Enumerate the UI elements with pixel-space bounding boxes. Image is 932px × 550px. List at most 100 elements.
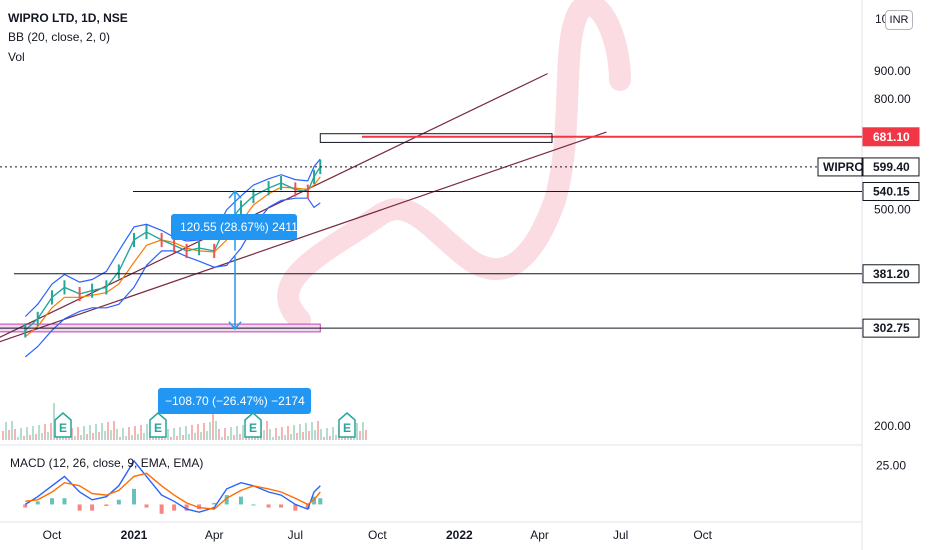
volume-bar (356, 423, 358, 440)
volume-bar (137, 434, 139, 440)
volume-bar (77, 427, 79, 440)
volume-bar (140, 425, 142, 440)
volume-bar (221, 437, 223, 440)
volume-bar (323, 437, 325, 440)
trend-channel-upper (0, 73, 548, 338)
y-tick-label: 200.00 (874, 419, 911, 433)
macd-histogram-bar (184, 504, 189, 511)
currency-button[interactable]: INR (885, 10, 913, 30)
macd-histogram-bar (90, 504, 95, 511)
volume-bar (224, 428, 226, 440)
up-measure-label-box (171, 214, 297, 240)
volume-bar (134, 426, 136, 440)
x-tick-label: 2021 (121, 528, 148, 542)
volume-bar (26, 427, 28, 440)
macd-histogram-bar (318, 498, 323, 505)
volume-bar (314, 430, 316, 440)
chart-title: WIPRO LTD, 1D, NSE (8, 11, 128, 25)
volume-bar (101, 423, 103, 440)
volume-bar (197, 424, 199, 440)
price-series-line (24, 166, 321, 331)
volume-bar (116, 429, 118, 440)
volume-bar (275, 428, 277, 440)
volume-bar (53, 403, 55, 440)
macd-histogram-bar (144, 504, 149, 508)
macd-histogram-bar (212, 502, 217, 505)
volume-bar (95, 424, 97, 440)
volume-bar (68, 437, 70, 440)
volume-bar (29, 435, 31, 440)
volume-bar (191, 425, 193, 440)
volume-bar (80, 435, 82, 440)
volume-bar (299, 424, 301, 440)
volume-bar (290, 434, 292, 440)
volume-bar (92, 433, 94, 440)
volume-bar (239, 434, 241, 440)
volume-bar (167, 429, 169, 440)
bollinger-bands-legend[interactable]: BB (20, close, 2, 0) (8, 30, 111, 44)
symbol-label-box (817, 157, 863, 177)
volume-bar (35, 434, 37, 440)
volume-bar (128, 427, 130, 440)
volume-bar (317, 421, 319, 440)
x-tick-label: 2022 (446, 528, 473, 542)
macd-histogram-bar (35, 501, 40, 505)
volume-bar (305, 423, 307, 440)
down-measure-label-box (158, 388, 311, 414)
volume-bar (38, 425, 40, 440)
earnings-marker: E (54, 412, 72, 438)
volume-bar (47, 432, 49, 440)
macd-histogram-bar (279, 504, 284, 508)
resistance-box (319, 133, 553, 143)
volume-bar (242, 425, 244, 440)
volume-bar (230, 427, 232, 440)
macd-histogram-bar (62, 498, 67, 505)
volume-bar (269, 429, 271, 440)
volume-bar (179, 427, 181, 440)
volume-bar (107, 422, 109, 440)
macd-histogram-bar (293, 504, 298, 511)
volume-bar (119, 437, 121, 440)
volume-bar (209, 422, 211, 440)
volume-bar (122, 428, 124, 440)
volume-bar (50, 423, 52, 440)
volume-bar (272, 437, 274, 440)
volume-bar (113, 421, 115, 440)
earnings-marker-shape (149, 412, 167, 438)
volume-bar (212, 402, 214, 440)
volume-bar (263, 430, 265, 440)
price-line-540-label-box (862, 182, 920, 202)
earnings-marker: E (149, 412, 167, 438)
volume-bar (71, 428, 73, 440)
volume-bar (227, 436, 229, 440)
volume-bars (2, 402, 367, 440)
x-tick-label: Jul (288, 528, 303, 542)
price-line-302-label: 302.75 (873, 321, 910, 335)
volume-legend[interactable]: Vol (8, 50, 25, 64)
macd-histogram-bar (224, 495, 229, 505)
volume-bar (11, 421, 13, 440)
macd-legend[interactable]: MACD (12, 26, close, 9, EMA, EMA) (10, 456, 204, 470)
volume-bar (23, 436, 25, 440)
earnings-marker-shape (338, 412, 356, 438)
volume-bar (74, 436, 76, 440)
earnings-marker-label: E (249, 421, 257, 435)
macd-histogram-bar (23, 504, 28, 508)
volume-bar (173, 428, 175, 440)
x-tick-label: Apr (205, 528, 224, 542)
price-line-599-label: 599.40 (873, 160, 910, 174)
earnings-marker-shape (54, 412, 72, 438)
y-tick-label: 500.00 (874, 203, 911, 217)
macd-histogram-bar (305, 504, 310, 510)
volume-bar (98, 432, 100, 440)
bb-series-1 (24, 176, 321, 338)
volume-bar (83, 426, 85, 440)
x-tick-label: Oct (693, 528, 712, 542)
volume-bar (266, 421, 268, 440)
macd-histogram-bar (197, 504, 202, 510)
volume-bar (287, 426, 289, 440)
volume-bar (308, 431, 310, 440)
volume-bar (20, 428, 22, 440)
earnings-marker-label: E (343, 421, 351, 435)
